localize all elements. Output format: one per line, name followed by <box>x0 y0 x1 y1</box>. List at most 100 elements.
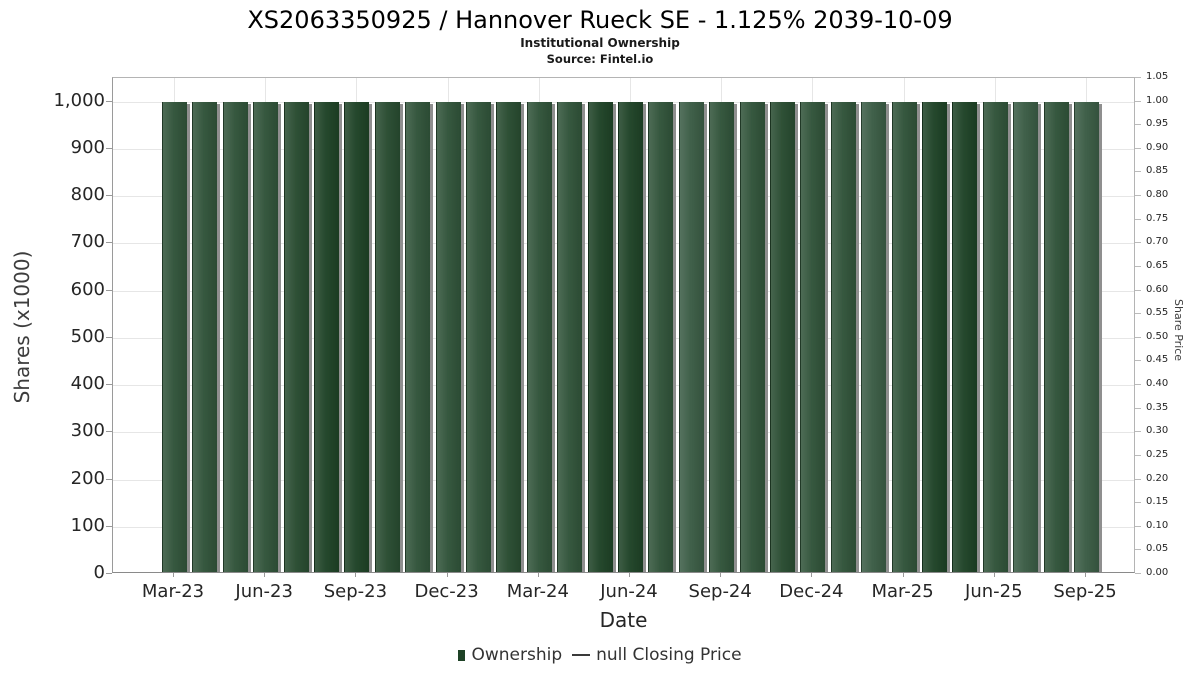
ownership-bar[interactable] <box>557 101 583 572</box>
y-axis-tick-mark <box>106 573 112 574</box>
x-axis-tick-mark <box>993 573 995 577</box>
right-axis-tick-mark <box>1135 431 1141 433</box>
ownership-bar[interactable] <box>587 101 613 572</box>
right-axis-tick-label: 0.05 <box>1146 543 1169 555</box>
ownership-bar[interactable] <box>1013 101 1039 572</box>
x-axis-tick-mark <box>902 573 904 577</box>
y-axis-tick-mark <box>106 431 112 433</box>
x-axis-tick-label: Jun-24 <box>600 581 658 602</box>
right-axis-tick-mark <box>1135 573 1141 574</box>
ownership-bar[interactable] <box>1074 101 1099 572</box>
right-axis-tick-mark <box>1135 336 1141 338</box>
chart-subtitle: Institutional Ownership <box>520 36 680 50</box>
right-axis-tick-mark <box>1135 384 1141 386</box>
x-axis-tick-label: Jun-23 <box>235 581 293 602</box>
y-axis-tick-mark <box>106 478 112 480</box>
ownership-bar[interactable] <box>830 101 856 572</box>
right-axis-tick-mark <box>1135 242 1141 244</box>
x-axis-title: Date <box>599 608 648 632</box>
ownership-bar[interactable] <box>678 101 704 572</box>
ownership-bar[interactable] <box>1043 101 1069 572</box>
x-axis-tick-label: Jun-25 <box>965 581 1023 602</box>
x-axis-tick-label: Sep-25 <box>1053 581 1117 602</box>
ownership-bar[interactable] <box>192 101 218 572</box>
ownership-bar[interactable] <box>466 101 491 572</box>
y-axis-tick-label: 1,000 <box>53 89 105 111</box>
ownership-bar[interactable] <box>891 101 917 572</box>
right-axis-tick-label: 0.35 <box>1146 401 1169 413</box>
right-axis-tick-mark <box>1135 289 1141 291</box>
ownership-bar[interactable] <box>435 101 461 572</box>
plot-area <box>112 77 1135 573</box>
right-axis-tick-mark <box>1135 407 1141 409</box>
y-axis-tick-mark <box>106 100 112 102</box>
legend-ownership-label: Ownership <box>471 645 563 665</box>
right-axis-tick-mark <box>1135 454 1141 456</box>
x-axis-tick-mark <box>264 573 266 577</box>
y-axis-tick-mark <box>106 147 112 149</box>
ownership-bar[interactable] <box>314 101 339 572</box>
ownership-bar[interactable] <box>526 101 552 572</box>
right-axis-tick-mark <box>1135 478 1141 480</box>
right-axis-tick-label: 0.90 <box>1146 141 1169 153</box>
right-axis-tick-label: 0.65 <box>1146 259 1169 271</box>
ownership-bar[interactable] <box>253 101 279 572</box>
x-axis-tick-mark <box>720 573 722 577</box>
x-axis-tick-label: Mar-23 <box>141 581 205 602</box>
right-axis-tick-mark <box>1135 313 1141 315</box>
y-axis-tick-label: 100 <box>70 514 105 536</box>
ownership-bar[interactable] <box>739 101 765 572</box>
y-axis-tick-label: 200 <box>70 467 105 489</box>
ownership-bar[interactable] <box>618 101 643 572</box>
ownership-bar[interactable] <box>222 101 248 572</box>
ownership-bar[interactable] <box>861 101 887 572</box>
y-axis-tick-mark <box>106 525 112 527</box>
right-axis-tick-label: 0.85 <box>1146 165 1169 177</box>
ownership-bar[interactable] <box>496 101 522 572</box>
x-axis-tick-label: Dec-23 <box>414 581 479 602</box>
chart-title: XS2063350925 / Hannover Rueck SE - 1.125… <box>247 6 953 34</box>
ownership-bar[interactable] <box>648 101 674 572</box>
x-axis-tick-label: Dec-24 <box>779 581 844 602</box>
right-axis-tick-label: 0.80 <box>1146 189 1169 201</box>
chart-legend: Ownership null Closing Price <box>0 645 1200 665</box>
y-axis-tick-mark <box>106 336 112 338</box>
right-axis-tick-mark <box>1135 147 1141 149</box>
y-axis-tick-mark <box>106 289 112 291</box>
y-axis-title-right: Share Price <box>1172 298 1185 362</box>
ownership-bar[interactable] <box>709 101 735 572</box>
y-axis-tick-label: 800 <box>70 184 105 206</box>
ownership-bar[interactable] <box>283 101 309 572</box>
legend-item-ownership[interactable]: Ownership <box>458 645 562 665</box>
right-axis-tick-label: 0.50 <box>1146 330 1169 342</box>
ownership-bar[interactable] <box>800 101 826 572</box>
x-axis-tick-label: Mar-24 <box>506 581 569 602</box>
y-axis-tick-mark <box>106 242 112 244</box>
ownership-bar[interactable] <box>952 101 978 572</box>
right-axis-tick-mark <box>1135 100 1141 102</box>
x-axis-tick-mark <box>1085 573 1086 577</box>
ownership-bar[interactable] <box>770 101 795 572</box>
closing-price-line-icon <box>572 654 591 656</box>
right-axis-tick-mark <box>1135 265 1141 267</box>
ownership-bar[interactable] <box>162 101 187 572</box>
right-axis-tick-label: 0.10 <box>1146 519 1169 531</box>
x-axis-tick-mark <box>629 573 630 577</box>
right-axis-tick-label: 0.30 <box>1146 425 1169 437</box>
ownership-bar[interactable] <box>405 101 431 572</box>
legend-item-closing-price[interactable]: null Closing Price <box>572 645 742 665</box>
ownership-bar[interactable] <box>344 101 370 572</box>
right-axis-tick-label: 0.15 <box>1146 496 1169 508</box>
ownership-swatch-icon <box>458 649 466 661</box>
y-axis-tick-mark <box>106 195 112 197</box>
ownership-bar[interactable] <box>922 101 947 572</box>
legend-closing-price-label: null Closing Price <box>596 645 742 665</box>
right-axis-tick-label: 0.00 <box>1146 567 1169 578</box>
right-axis-tick-label: 0.95 <box>1146 118 1169 130</box>
right-axis-tick-label: 0.60 <box>1146 283 1169 295</box>
ownership-bar[interactable] <box>982 101 1008 572</box>
right-axis-tick-mark <box>1135 360 1141 362</box>
right-axis-tick-mark <box>1135 171 1141 173</box>
y-axis-tick-label: 700 <box>70 231 105 253</box>
ownership-bar[interactable] <box>374 101 400 572</box>
